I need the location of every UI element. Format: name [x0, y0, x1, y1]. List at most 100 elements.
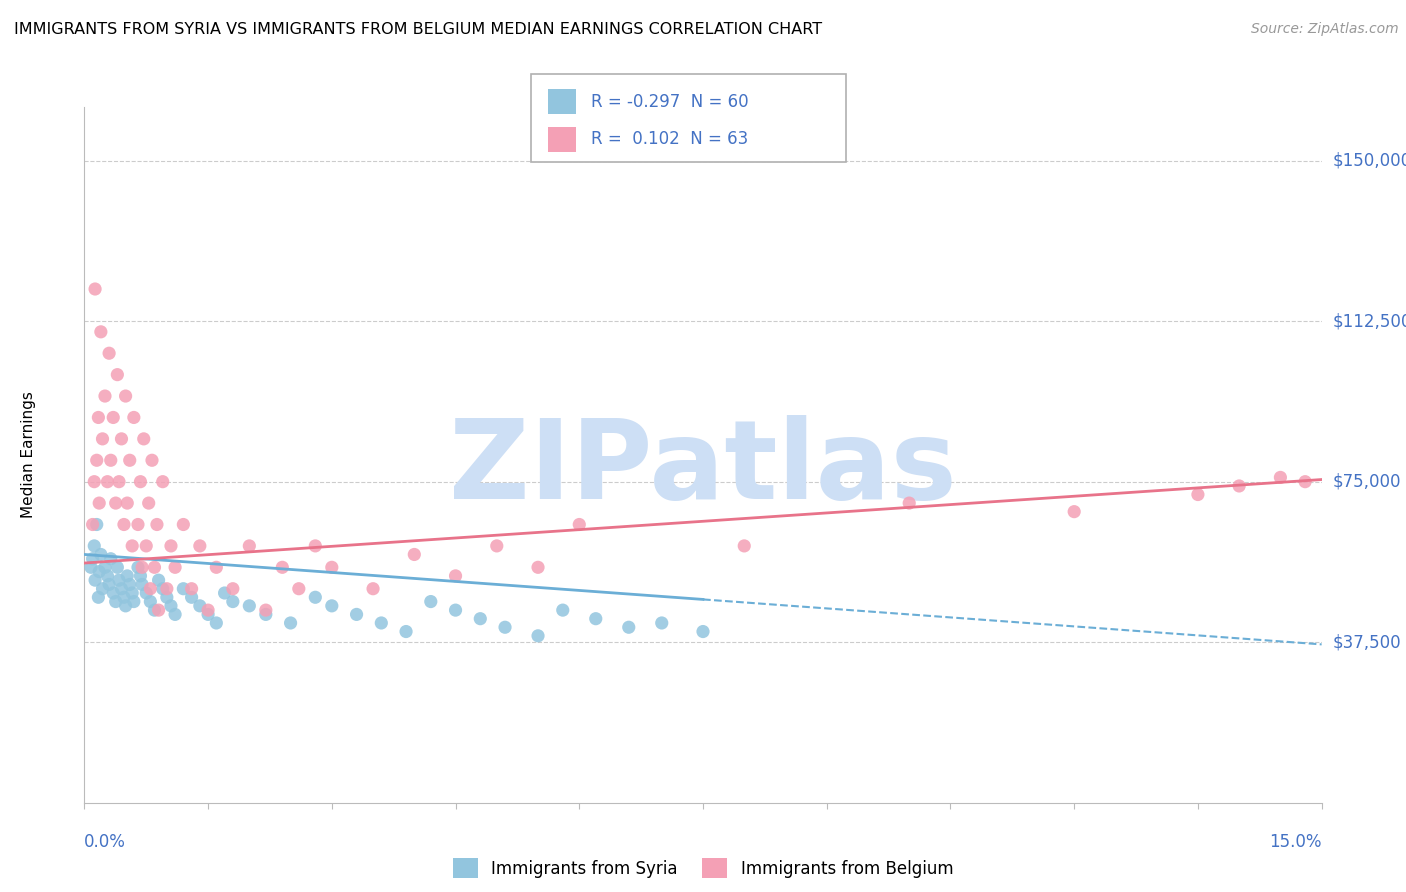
Point	[96, 475, 118, 489]
Point	[172, 582, 194, 596]
Point	[205, 615, 228, 630]
Point	[104, 496, 127, 510]
Point	[110, 432, 132, 446]
Point	[152, 582, 174, 596]
Point	[90, 325, 112, 339]
Point	[143, 603, 166, 617]
Point	[108, 573, 131, 587]
Point	[117, 569, 139, 583]
Point	[82, 551, 104, 566]
Point	[156, 582, 179, 596]
Text: Source: ZipAtlas.com: Source: ZipAtlas.com	[1251, 22, 1399, 37]
Legend: Immigrants from Syria, Immigrants from Belgium: Immigrants from Syria, Immigrants from B…	[446, 851, 960, 885]
Point	[127, 560, 149, 574]
Point	[91, 582, 114, 596]
Point	[129, 569, 152, 583]
Point	[110, 582, 132, 596]
Text: $75,000: $75,000	[1333, 473, 1402, 491]
Point	[160, 599, 183, 613]
Point	[1270, 470, 1292, 484]
Point	[361, 582, 384, 596]
Point	[87, 591, 110, 605]
Point	[83, 539, 105, 553]
Text: Median Earnings: Median Earnings	[21, 392, 37, 518]
Point	[118, 453, 141, 467]
Point	[114, 599, 136, 613]
Point	[94, 389, 117, 403]
Point	[568, 517, 591, 532]
Point	[444, 569, 467, 583]
Point	[82, 517, 104, 532]
Point	[419, 594, 441, 608]
Text: 15.0%: 15.0%	[1270, 833, 1322, 851]
Point	[139, 594, 162, 608]
Text: ZIPatlas: ZIPatlas	[449, 416, 957, 523]
Text: R =  0.102  N = 63: R = 0.102 N = 63	[591, 130, 748, 148]
Point	[108, 475, 131, 489]
Point	[118, 577, 141, 591]
Point	[188, 539, 211, 553]
Point	[129, 475, 152, 489]
Point	[321, 599, 343, 613]
Point	[188, 599, 211, 613]
Point	[444, 603, 467, 617]
Point	[180, 582, 202, 596]
Point	[494, 620, 516, 634]
Point	[165, 607, 187, 622]
Point	[143, 560, 166, 574]
Point	[135, 539, 157, 553]
Point	[94, 560, 117, 574]
Point	[222, 582, 245, 596]
Point	[90, 548, 112, 562]
Point	[485, 539, 508, 553]
Point	[103, 586, 125, 600]
Point	[1063, 505, 1085, 519]
Point	[280, 615, 302, 630]
Point	[321, 560, 343, 574]
Point	[98, 346, 121, 360]
Point	[135, 586, 157, 600]
Point	[238, 539, 260, 553]
Point	[205, 560, 228, 574]
Point	[96, 569, 118, 583]
Point	[617, 620, 640, 634]
Point	[139, 582, 162, 596]
Point	[551, 603, 574, 617]
Point	[98, 577, 121, 591]
Point	[89, 565, 111, 579]
Point	[271, 560, 294, 574]
Point	[86, 453, 108, 467]
Point	[527, 560, 550, 574]
Point	[527, 629, 550, 643]
Point	[80, 560, 103, 574]
Point	[288, 582, 311, 596]
Point	[222, 594, 245, 608]
Point	[91, 432, 114, 446]
Point	[585, 612, 607, 626]
Point	[112, 517, 135, 532]
Point	[122, 410, 145, 425]
Point	[733, 539, 755, 553]
Point	[197, 607, 219, 622]
Point	[254, 607, 277, 622]
Point	[180, 591, 202, 605]
Point	[105, 368, 128, 382]
Point	[112, 591, 135, 605]
Point	[84, 282, 107, 296]
Point	[105, 560, 128, 574]
Point	[84, 573, 107, 587]
Point	[117, 496, 139, 510]
Point	[148, 573, 170, 587]
Point	[172, 517, 194, 532]
Point	[197, 603, 219, 617]
Point	[470, 612, 492, 626]
Point	[165, 560, 187, 574]
Point	[254, 603, 277, 617]
Text: $37,500: $37,500	[1333, 633, 1402, 651]
Point	[1294, 475, 1316, 489]
Point	[131, 560, 153, 574]
Point	[100, 551, 122, 566]
Text: $150,000: $150,000	[1333, 152, 1406, 169]
Point	[160, 539, 183, 553]
Point	[304, 591, 326, 605]
